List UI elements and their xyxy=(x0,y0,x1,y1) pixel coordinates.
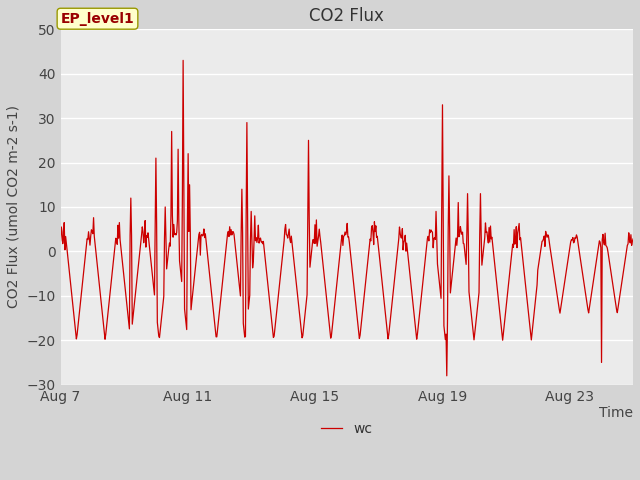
wc xyxy=(179,58,187,63)
X-axis label: Time: Time xyxy=(599,406,633,420)
wc xyxy=(57,238,65,244)
wc xyxy=(443,373,451,379)
Y-axis label: CO2 Flux (umol CO2 m-2 s-1): CO2 Flux (umol CO2 m-2 s-1) xyxy=(7,106,21,309)
wc xyxy=(551,277,559,283)
wc xyxy=(492,276,500,281)
Text: EP_level1: EP_level1 xyxy=(61,12,134,26)
wc xyxy=(629,236,637,242)
wc xyxy=(405,261,413,266)
Legend: wc: wc xyxy=(316,417,378,442)
wc xyxy=(390,284,397,289)
Line: wc: wc xyxy=(61,60,633,376)
Title: CO2 Flux: CO2 Flux xyxy=(309,7,384,25)
wc xyxy=(92,247,100,253)
wc xyxy=(422,249,430,255)
